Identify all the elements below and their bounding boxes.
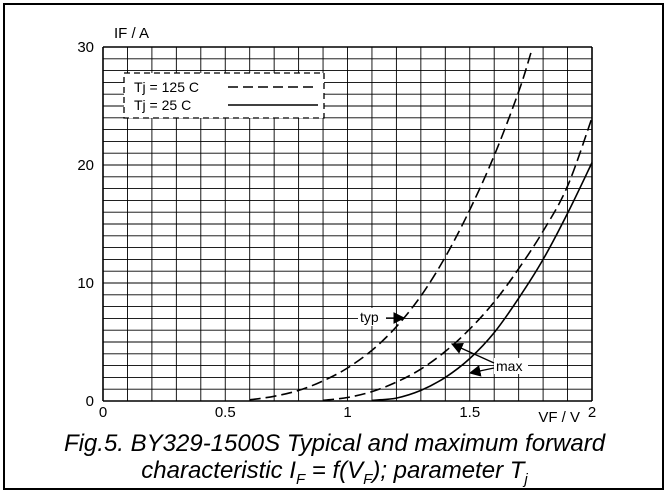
series-line-tj125-1 (323, 117, 593, 402)
y-tick-label: 10 (77, 275, 94, 292)
caption-sub: F (295, 470, 306, 488)
caption-part: ); parameter T (372, 457, 525, 484)
caption-sub: j (524, 470, 528, 488)
y-tick-label: 0 (86, 393, 94, 410)
x-tick-label: 1 (343, 404, 351, 421)
legend: Tj = 125 C Tj = 25 C (123, 72, 325, 119)
series-line-tj125-0 (249, 52, 532, 401)
y-tick-label: 20 (77, 157, 94, 174)
max-label-bg (494, 358, 528, 374)
x-tick-label: 0.5 (215, 404, 236, 421)
y-tick-label: 30 (77, 39, 94, 56)
legend-label-tj25: Tj = 25 C (134, 97, 191, 113)
legend-label-tj125: Tj = 125 C (134, 79, 199, 95)
x-axis-label: VF / V (538, 409, 580, 426)
y-axis-label: IF / A (114, 25, 149, 42)
figure-caption: Fig.5. BY329-1500S Typical and maximum f… (6, 430, 663, 493)
max-arrow-upper (450, 343, 495, 364)
x-tick-label: 0 (99, 404, 107, 421)
max-arrow-lower (468, 365, 495, 377)
caption-line-1: Fig.5. BY329-1500S Typical and maximum f… (63, 430, 606, 457)
x-tick-label: 2 (588, 404, 596, 421)
figure-frame (3, 3, 664, 490)
caption-part: characteristic I (141, 457, 296, 484)
series-curves (249, 52, 593, 402)
legend-box (123, 72, 325, 119)
typ-label-bg (358, 308, 386, 326)
max-label: max (496, 358, 522, 374)
annotations: typ max (358, 308, 528, 377)
x-tick-label: 1.5 (459, 404, 480, 421)
caption-part: = f(V (305, 457, 364, 484)
caption-line-2: characteristic IF = f(VF); parameter Tj (6, 457, 663, 493)
typ-label: typ (360, 309, 379, 325)
grid (102, 46, 593, 402)
caption-sub: F (363, 470, 373, 488)
series-line-tj25-2 (371, 162, 593, 402)
